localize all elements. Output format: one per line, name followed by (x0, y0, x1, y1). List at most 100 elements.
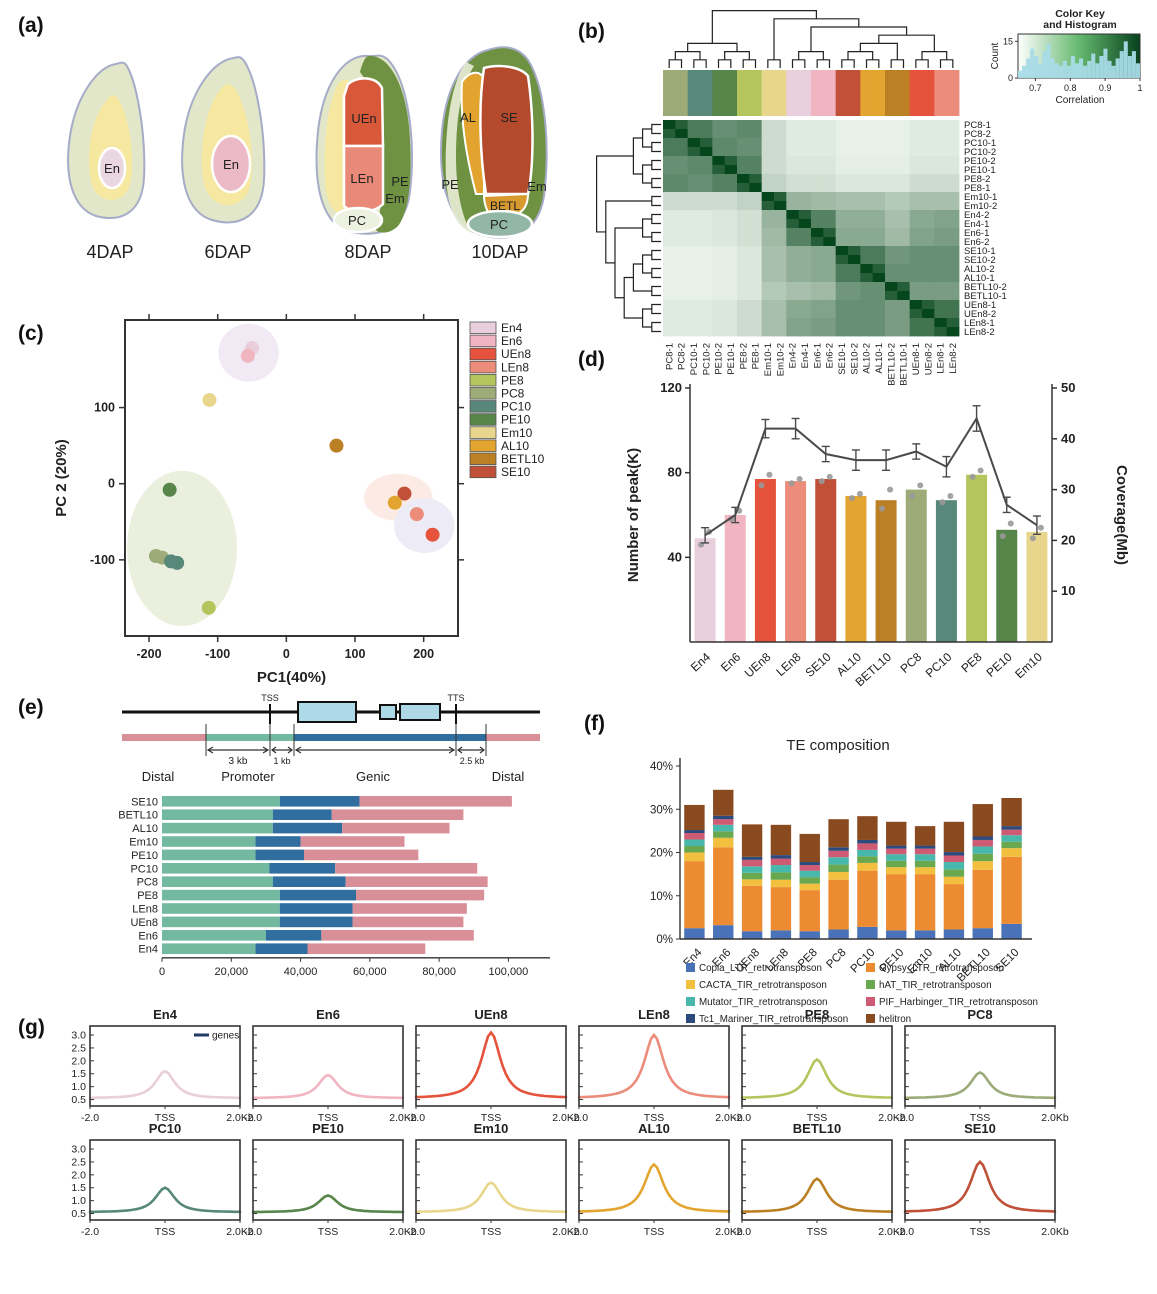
heatmap-cell (909, 165, 923, 175)
annotation-bar-segment-distal (331, 809, 464, 820)
heatmap-row-label: Em10-2 (964, 201, 997, 212)
heatmap-column-label: PE8-1 (751, 343, 762, 369)
plot-border (904, 1139, 1056, 1221)
heatmap-cell (909, 210, 923, 220)
heatmap-cell (922, 327, 935, 337)
heatmap-cell (663, 183, 676, 193)
profile-title: UEn8 (474, 1007, 507, 1022)
heatmap-cell (835, 120, 849, 130)
heatmap-cell (848, 183, 861, 193)
legend-label: SE10 (501, 465, 531, 479)
heatmap-cell (675, 120, 689, 130)
panel-c-label: (c) (18, 322, 44, 345)
heatmap-cell (848, 165, 861, 175)
heatmap-cell (786, 264, 800, 274)
heatmap-cell (774, 300, 787, 310)
profile-curve-en4 (88, 1069, 242, 1100)
heatmap-cell (823, 219, 837, 229)
category-label: En6 (718, 650, 743, 675)
annotation-bar-segment-promoter (162, 943, 256, 954)
heatmap-cell (922, 138, 935, 148)
heatmap-row-label: En4-1 (964, 219, 989, 230)
heatmap-cell (872, 282, 886, 292)
heatmap-cell (885, 192, 898, 202)
heatmap-cell (897, 255, 911, 265)
heatmap-cell (885, 264, 898, 274)
heatmap-cell (872, 246, 886, 256)
column-group-colorbar (700, 70, 713, 116)
right-tick-label: 30 (1061, 482, 1075, 497)
te-bar-segment (713, 831, 734, 838)
x-tick-label: TSS (481, 1112, 501, 1124)
profile-title: PC8 (967, 1007, 992, 1022)
heatmap-cell (934, 210, 948, 220)
heatmap-cell (724, 138, 738, 148)
x-tick-label: 2.0Kb (878, 1112, 906, 1124)
annotation-bar-segment-promoter (162, 836, 256, 847)
dendrogram-branch (651, 195, 661, 207)
plot-border (741, 1025, 893, 1107)
profile-title: SE10 (964, 1121, 996, 1136)
legend-label: PE8 (501, 373, 524, 387)
legend-label: En6 (501, 334, 523, 348)
color-key-histogram-bar (1074, 63, 1079, 78)
dendrogram-branch (642, 164, 652, 184)
heatmap-cell (786, 228, 800, 238)
legend-label: UEn8 (501, 347, 531, 361)
heatmap-cell (712, 183, 726, 193)
heatmap-cell (786, 129, 800, 139)
heatmap-cell (811, 201, 824, 211)
heatmap-cell (724, 291, 738, 301)
heatmap-cell (922, 318, 935, 328)
te-legend-swatch (686, 1014, 695, 1023)
heatmap-cell (885, 318, 898, 328)
tts-label: TTS (448, 693, 465, 703)
column-group-colorbar (885, 70, 898, 116)
heatmap-row-label: PE10-2 (964, 156, 996, 167)
heatmap-cell (675, 300, 689, 310)
dendrogram-branch (614, 227, 643, 299)
annotation-row-label: BETL10 (118, 810, 158, 822)
heatmap-cell (749, 138, 763, 148)
heatmap-cell (885, 282, 898, 292)
heatmap-cell (663, 201, 676, 211)
heatmap-cell (663, 138, 676, 148)
heatmap-cell (675, 282, 689, 292)
legend-swatch-pc10 (469, 400, 497, 413)
pca-point-se10 (397, 486, 412, 501)
heatmap-cell (724, 129, 738, 139)
annotation-row-label: PC8 (137, 877, 158, 889)
left-axis-title: Number of peak(K) (625, 448, 642, 582)
legend-swatch-pe10 (469, 413, 497, 426)
annotation-row-label: Em10 (129, 837, 158, 849)
te-legend-swatch (866, 980, 875, 989)
heatmap-cell (749, 120, 763, 130)
peak-bar-en4 (694, 538, 716, 642)
heatmap-cell (724, 201, 738, 211)
heatmap-cell (835, 264, 849, 274)
y-tick-label: 0.5 (71, 1094, 86, 1106)
heatmap-cell (774, 138, 787, 148)
heatmap-cell (761, 156, 775, 166)
pca-point-len8 (409, 507, 424, 522)
tss-label: TSS (261, 693, 279, 703)
panel-e-label: (e) (18, 696, 44, 719)
color-key-x-label: Correlation (1056, 95, 1105, 106)
heatmap-cell (712, 273, 726, 283)
heatmap-cell (811, 192, 824, 202)
heatmap-cell (675, 246, 689, 256)
heatmap-cell (675, 273, 689, 283)
legend-swatch-len8 (469, 360, 497, 374)
te-bar-segment (713, 824, 734, 832)
dendrogram-branch (773, 18, 860, 60)
color-key-histogram-bar (1038, 63, 1043, 78)
heatmap-cell (712, 165, 726, 175)
heatmap-cell (848, 291, 861, 301)
heatmap-cell (663, 255, 676, 265)
heatmap-cell (786, 300, 800, 310)
te-bar-segment (684, 852, 705, 862)
te-bar-segment (741, 856, 763, 860)
plot-border (415, 1139, 567, 1221)
heatmap-cell (885, 174, 898, 184)
